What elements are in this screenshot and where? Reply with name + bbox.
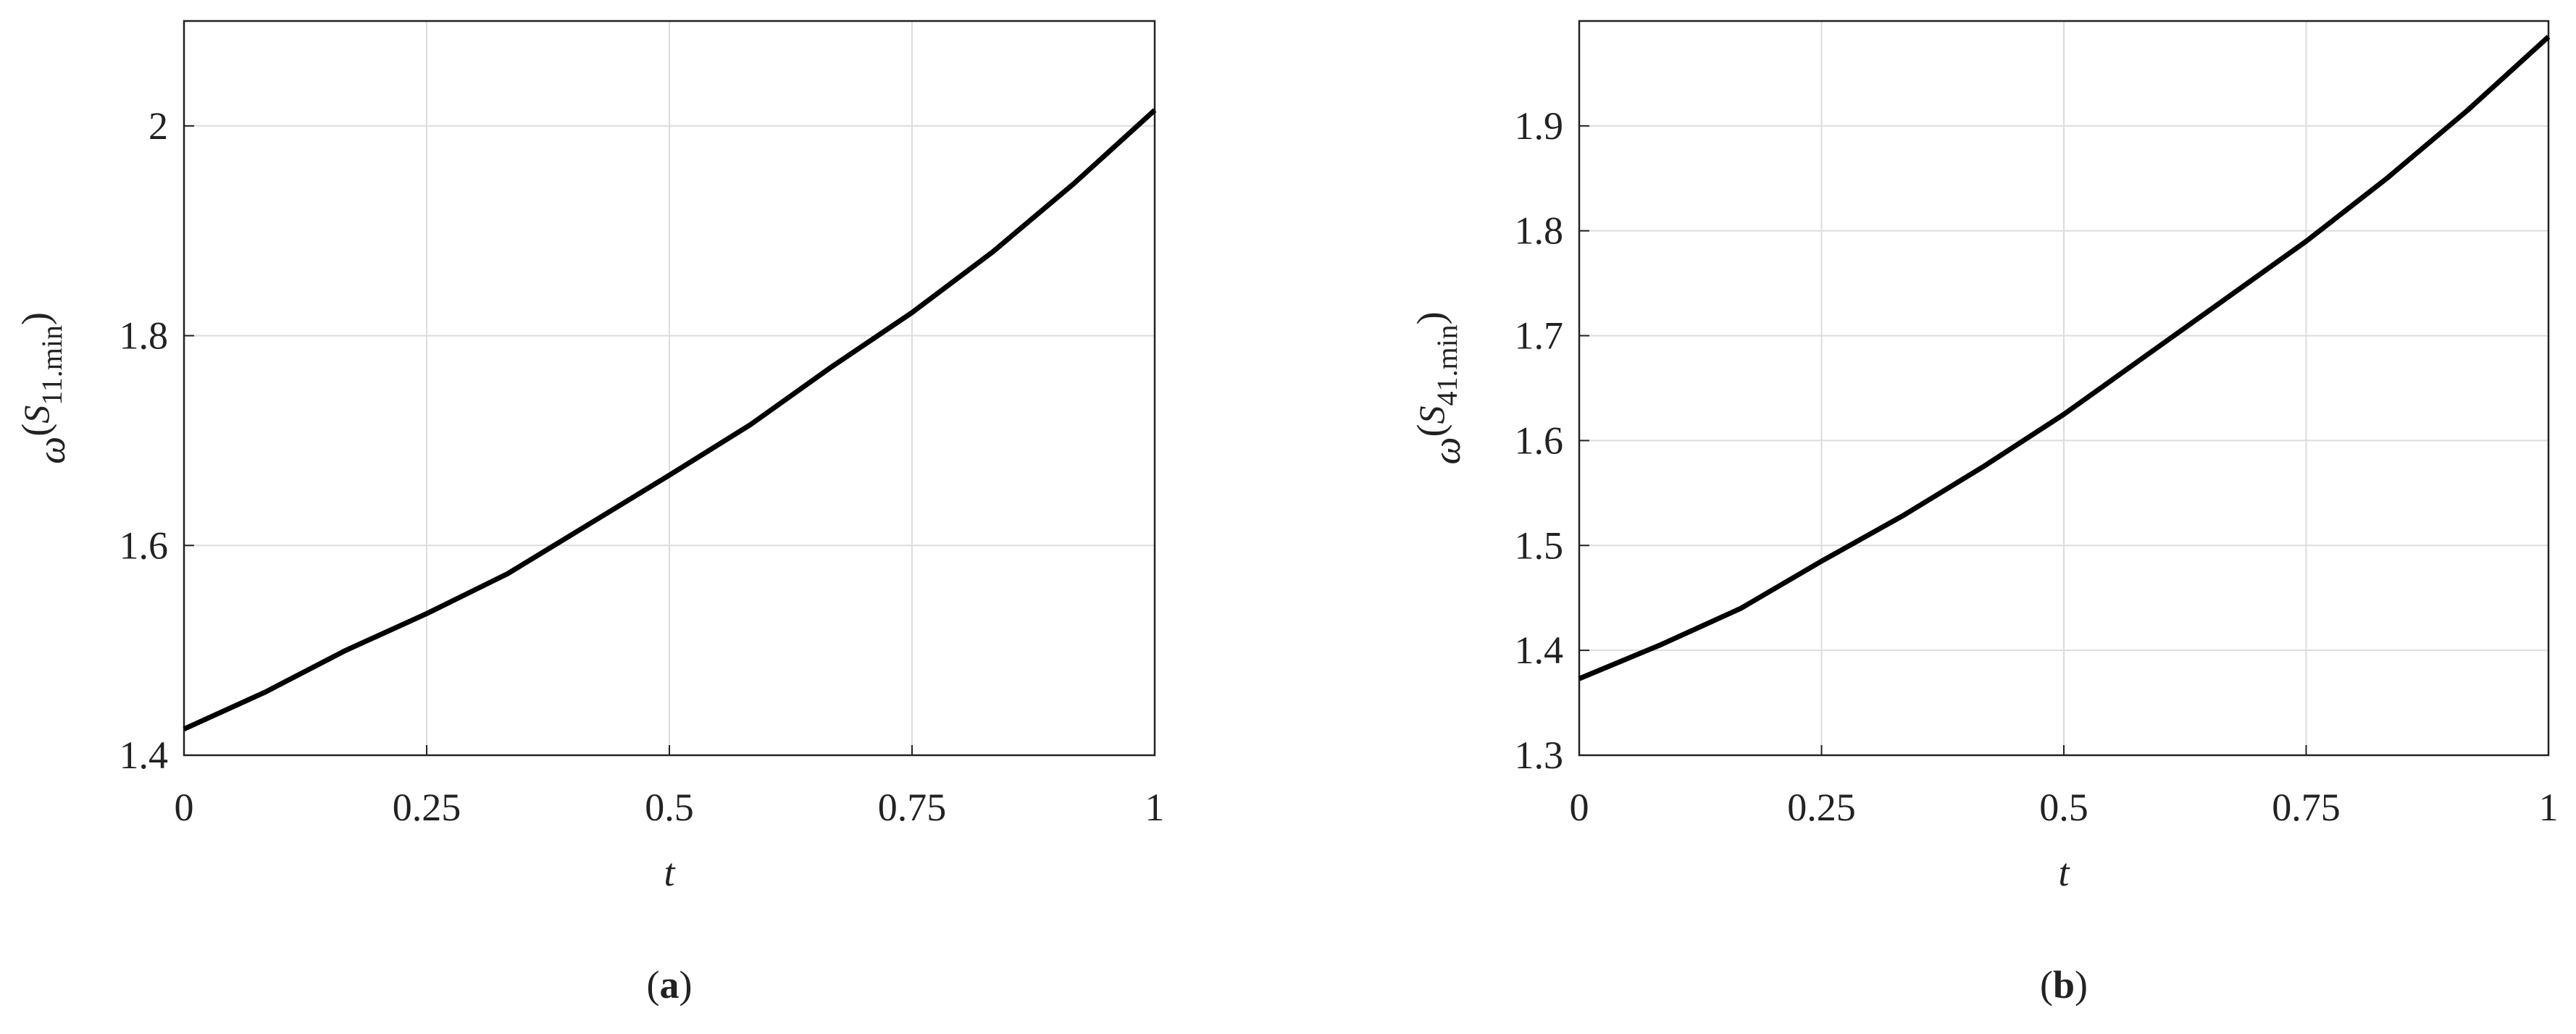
x-tick-label: 0.5: [645, 786, 694, 829]
data-line: [1578, 35, 2551, 681]
y-label-part: ): [1409, 311, 1452, 324]
y-label-part: 11.min: [35, 325, 68, 405]
data-line: [183, 108, 1157, 731]
x-axis-label: t: [664, 851, 676, 894]
y-label-part: ): [14, 312, 57, 325]
x-tick-label: 0.75: [2272, 786, 2341, 829]
caption-part: ): [679, 963, 693, 1006]
y-tick-label: 1.8: [120, 314, 169, 358]
y-label-part: ω: [1425, 437, 1468, 465]
caption-part: (: [2040, 963, 2053, 1006]
y-label-part: (: [1409, 424, 1452, 437]
x-tick-label: 0: [1570, 786, 1589, 829]
x-tick-label: 1: [1145, 786, 1165, 829]
x-tick-label: 0.25: [393, 786, 461, 829]
x-tick-label: 0.75: [878, 786, 947, 829]
y-axis-label: ω(S41.min): [1409, 311, 1468, 464]
y-label-part: S: [1411, 406, 1452, 424]
y-tick-label: 1.4: [120, 734, 169, 777]
caption: (b): [2040, 963, 2088, 1006]
x-tick-label: 0.25: [1787, 786, 1856, 829]
x-tick-label: 0.5: [2039, 786, 2088, 829]
plot-frame: [1578, 20, 2550, 757]
y-label-part: (: [14, 424, 57, 437]
y-tick-label: 1.5: [1515, 524, 1564, 567]
y-tick-label: 2: [149, 104, 168, 148]
y-tick-label: 1.8: [1515, 209, 1564, 253]
y-tick-label: 1.4: [1515, 629, 1564, 672]
y-tick-label: 1.6: [1515, 419, 1564, 462]
x-axis-label: t: [2058, 851, 2070, 894]
caption: (a): [647, 963, 693, 1006]
caption-part: a: [660, 963, 679, 1006]
caption-part: (: [647, 963, 660, 1006]
y-label-part: S: [16, 405, 57, 424]
plot-frame: [183, 20, 1156, 757]
x-tick-label: 0: [175, 786, 194, 829]
y-tick-label: 1.3: [1515, 734, 1564, 777]
y-label-part: ω: [30, 437, 73, 464]
caption-part: ): [2075, 963, 2088, 1006]
y-axis-label: ω(S11.min): [14, 312, 73, 464]
y-label-part: 41.min: [1431, 324, 1463, 405]
x-tick-label: 1: [2539, 786, 2559, 829]
y-tick-label: 1.9: [1515, 104, 1564, 148]
caption-part: b: [2053, 963, 2075, 1006]
y-tick-label: 1.6: [120, 524, 169, 567]
y-tick-label: 1.7: [1515, 314, 1564, 358]
